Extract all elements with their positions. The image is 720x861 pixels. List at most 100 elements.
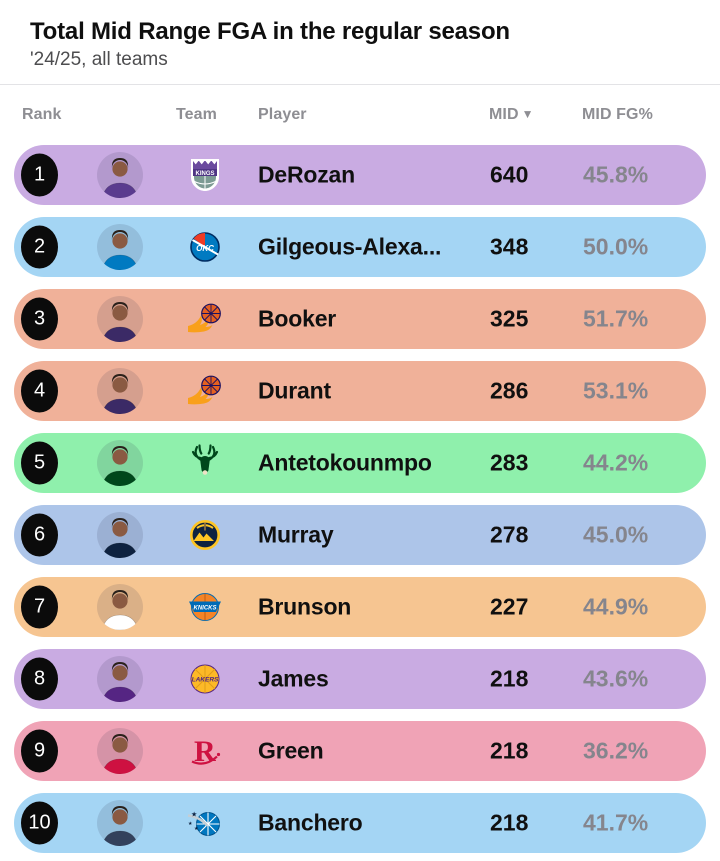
player-name: Murray <box>258 521 334 548</box>
table-row[interactable]: 4 Durant 286 53.1% <box>14 361 706 421</box>
table-row[interactable]: 3 Booker 325 51.7% <box>14 289 706 349</box>
mid-fga-value: 227 <box>490 593 529 620</box>
svg-text:KNICKS: KNICKS <box>193 606 216 612</box>
table-row[interactable]: 7 KNICKS Brunson 227 44.9% <box>14 577 706 637</box>
column-header-mid-fg[interactable]: MID FG% <box>582 106 653 123</box>
kings-logo-icon: KINGS <box>185 155 225 195</box>
rank-number: 4 <box>33 379 46 402</box>
sort-descending-icon: ▼ <box>521 107 534 121</box>
mid-fg-pct-value: 45.0% <box>583 521 649 548</box>
rank-number: 9 <box>33 739 46 762</box>
column-header-team[interactable]: Team <box>176 106 218 123</box>
svg-text:★: ★ <box>188 821 193 827</box>
player-name: Antetokounmpo <box>258 449 432 476</box>
mid-fg-pct-value: 50.0% <box>583 233 649 260</box>
svg-text:LAKERS: LAKERS <box>192 677 219 684</box>
leaderboard-rows: 1 KINGS DeRozan 640 45.8% 2 OKC Gilgeous-Alexa.… <box>0 145 720 853</box>
svg-text:★: ★ <box>194 826 199 832</box>
rank-number: 7 <box>33 595 46 618</box>
column-header-player[interactable]: Player <box>258 106 307 123</box>
rank-number: 3 <box>33 307 46 330</box>
rank-badge: 7 <box>21 585 58 629</box>
mid-fg-pct-value: 53.1% <box>583 377 649 404</box>
player-name: DeRozan <box>258 161 356 188</box>
rank-badge: 10 <box>21 801 58 845</box>
player-name: Gilgeous-Alexa... <box>258 233 442 260</box>
rank-number: 2 <box>33 235 46 258</box>
page-header: Total Mid Range FGA in the regular seaso… <box>0 0 720 70</box>
player-avatar <box>97 224 143 270</box>
rank-badge: 5 <box>21 441 58 485</box>
rank-badge: 4 <box>21 369 58 413</box>
player-name: Green <box>258 737 324 764</box>
mid-fga-value: 218 <box>490 737 529 764</box>
mid-fg-pct-value: 36.2% <box>583 737 649 764</box>
mid-fg-pct-value: 44.2% <box>583 449 649 476</box>
player-name: James <box>258 665 329 692</box>
player-avatar <box>97 728 143 774</box>
rank-badge: 6 <box>21 513 58 557</box>
player-name: Banchero <box>258 809 363 836</box>
table-row[interactable]: 6 Murray 278 45.0% <box>14 505 706 565</box>
mid-fg-pct-value: 43.6% <box>583 665 649 692</box>
rank-number: 8 <box>33 667 46 690</box>
player-name: Brunson <box>258 593 352 620</box>
rank-badge: 8 <box>21 657 58 701</box>
mid-fga-value: 325 <box>490 305 529 332</box>
mid-fg-pct-value: 51.7% <box>583 305 649 332</box>
svg-text:R: R <box>194 735 216 768</box>
knicks-logo-icon: KNICKS <box>185 587 225 627</box>
table-row[interactable]: 2 OKC Gilgeous-Alexa... 348 50.0% <box>14 217 706 277</box>
player-avatar <box>97 656 143 702</box>
svg-text:KINGS: KINGS <box>195 171 214 177</box>
suns-logo-icon <box>185 299 225 339</box>
rank-number: 6 <box>33 523 46 546</box>
table-row[interactable]: 1 KINGS DeRozan 640 45.8% <box>14 145 706 205</box>
table-row[interactable]: 9 R Green 218 36.2% <box>14 721 706 781</box>
column-header-mid-label: MID <box>489 106 519 123</box>
column-header-rank[interactable]: Rank <box>22 106 62 123</box>
rank-number: 10 <box>28 811 51 834</box>
player-avatar <box>97 152 143 198</box>
player-avatar <box>97 584 143 630</box>
rank-number: 1 <box>33 163 46 186</box>
player-avatar <box>97 440 143 486</box>
table-row[interactable]: 5 Antetokounmpo 283 44.2% <box>14 433 706 493</box>
player-name: Durant <box>258 377 331 404</box>
rank-number: 5 <box>33 451 46 474</box>
mid-fga-value: 348 <box>490 233 529 260</box>
mid-fga-value: 218 <box>490 809 529 836</box>
svg-text:★: ★ <box>191 811 197 819</box>
mid-fga-value: 286 <box>490 377 529 404</box>
lakers-logo-icon: LAKERS <box>185 659 225 699</box>
mid-fga-value: 218 <box>490 665 529 692</box>
svg-text:OKC: OKC <box>196 244 214 253</box>
player-avatar <box>97 296 143 342</box>
rank-badge: 1 <box>21 153 58 197</box>
mid-fga-value: 283 <box>490 449 529 476</box>
rank-badge: 3 <box>21 297 58 341</box>
column-header-row: Rank Team Player MID ▼ MID FG% <box>0 85 720 145</box>
nuggets-logo-icon <box>185 515 225 555</box>
page-title: Total Mid Range FGA in the regular seaso… <box>30 18 510 45</box>
player-name: Booker <box>258 305 337 332</box>
mid-fga-value: 640 <box>490 161 529 188</box>
rank-badge: 2 <box>21 225 58 269</box>
player-avatar <box>97 368 143 414</box>
rank-badge: 9 <box>21 729 58 773</box>
table-row[interactable]: 10 ★ ★ ★ Banchero 218 41.7% <box>14 793 706 853</box>
header-divider <box>0 84 720 85</box>
mid-fg-pct-value: 41.7% <box>583 809 649 836</box>
column-header-mid[interactable]: MID ▼ <box>489 106 534 124</box>
table-row[interactable]: 8 LAKERS James 218 43.6% <box>14 649 706 709</box>
bucks-logo-icon <box>185 443 225 483</box>
player-avatar <box>97 512 143 558</box>
thunder-logo-icon: OKC <box>185 227 225 267</box>
rockets-logo-icon: R <box>185 731 225 771</box>
mid-fg-pct-value: 45.8% <box>583 161 649 188</box>
suns-logo-icon <box>185 371 225 411</box>
player-avatar <box>97 800 143 846</box>
mid-fga-value: 278 <box>490 521 529 548</box>
page-subtitle: '24/25, all teams <box>30 49 168 70</box>
magic-logo-icon: ★ ★ ★ <box>185 803 225 843</box>
